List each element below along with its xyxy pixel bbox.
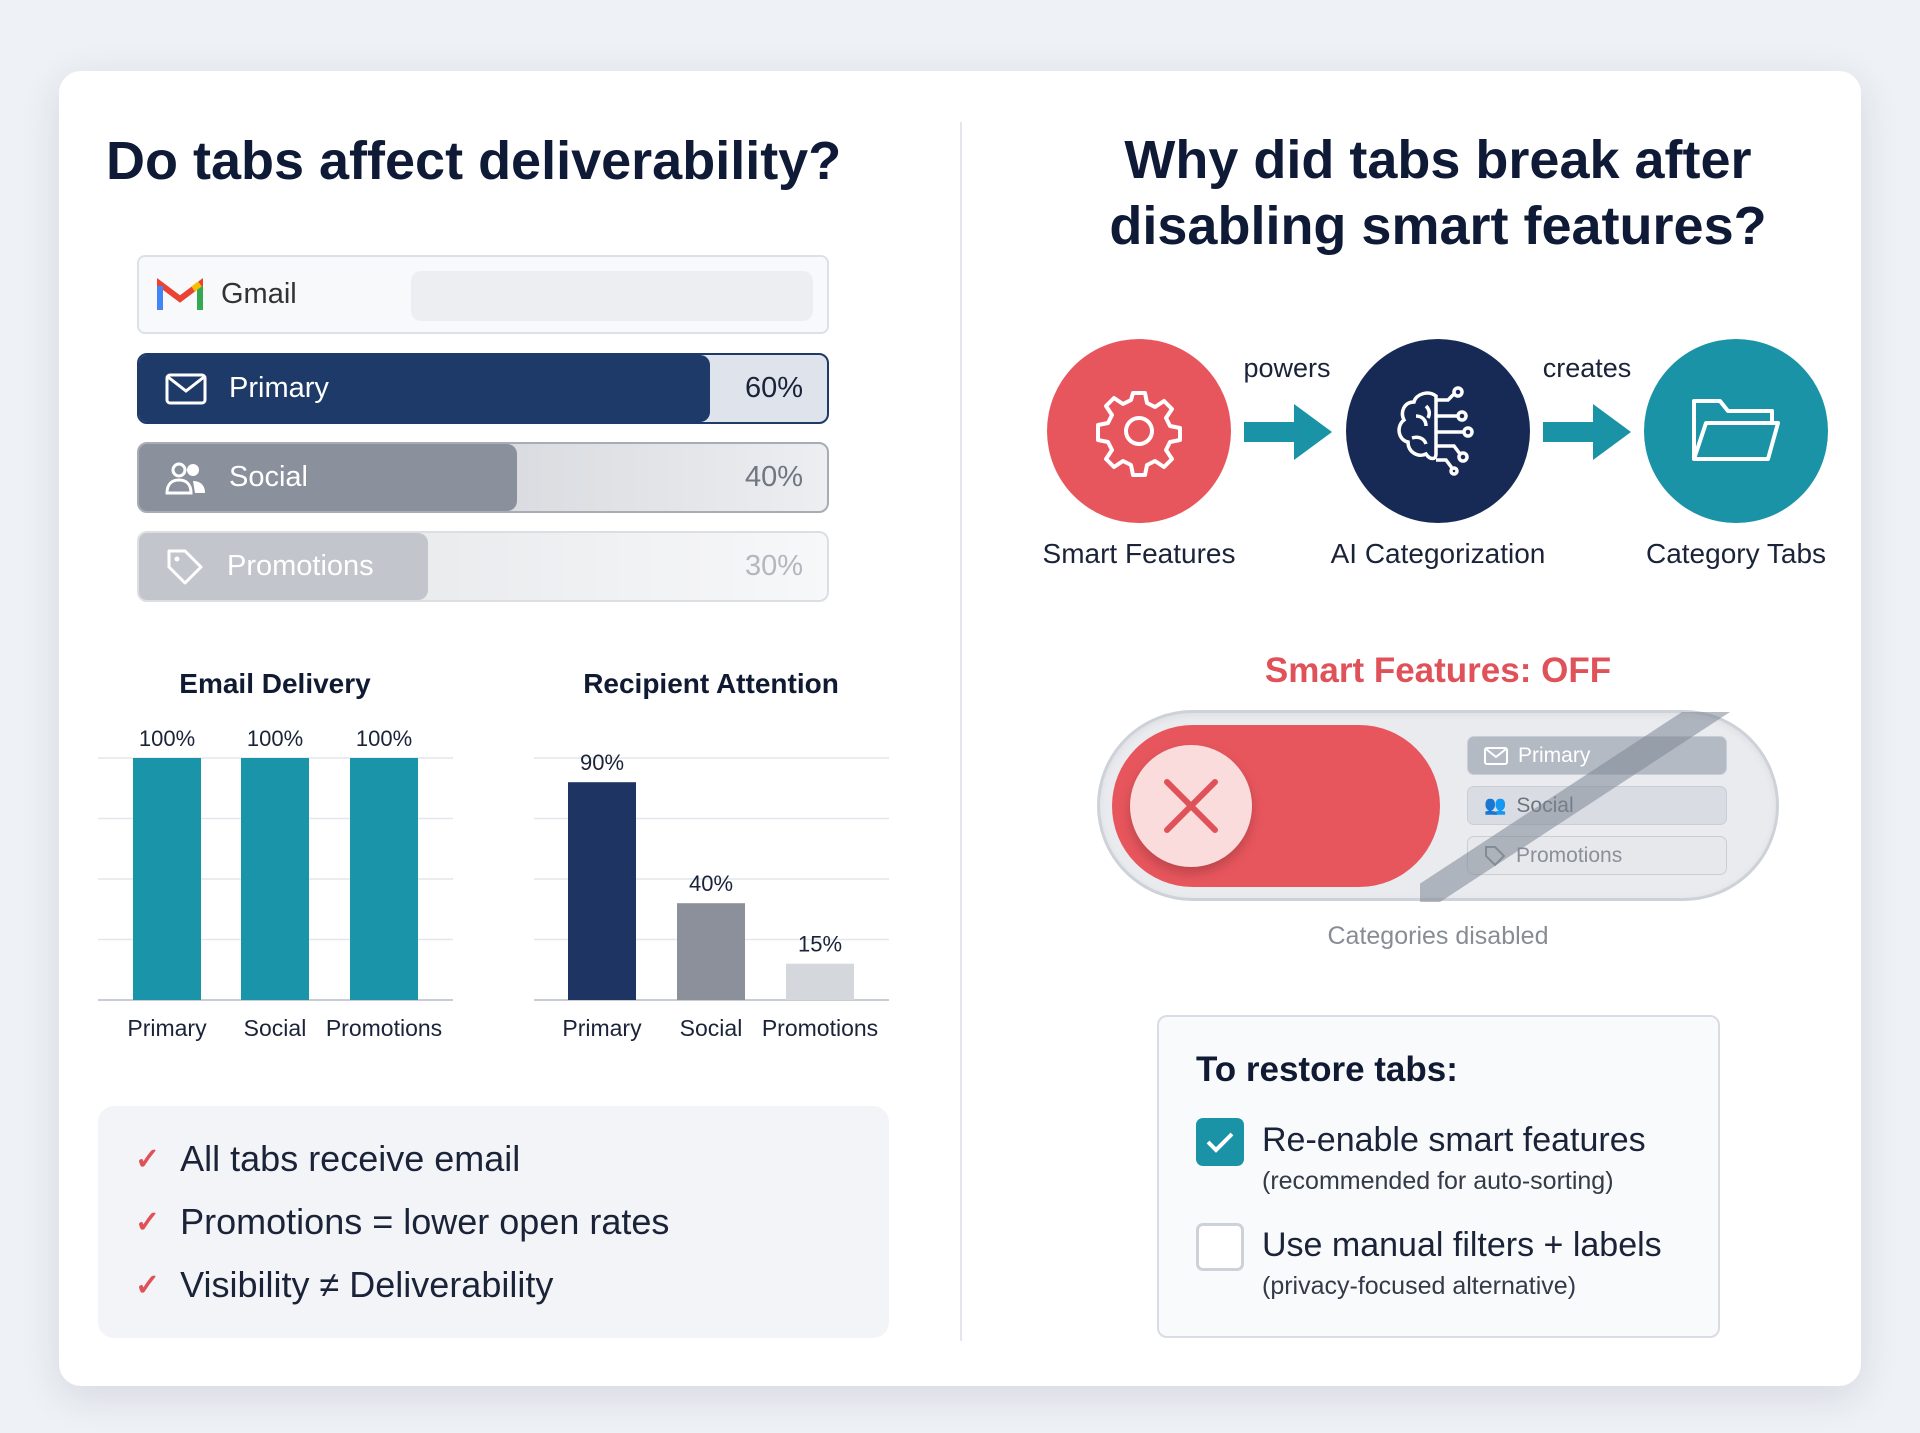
tab-percent: 40% (744, 461, 803, 493)
gear-icon (1096, 391, 1182, 477)
tick-label: Social (680, 1015, 743, 1041)
smart-features-circle (1047, 339, 1231, 523)
people-icon: 👥 (1484, 795, 1507, 815)
social-fill (139, 444, 518, 511)
brain-circuit-icon (1397, 386, 1474, 476)
bar-social (241, 758, 309, 1000)
tick-label: Primary (127, 1015, 207, 1041)
bar-social (677, 903, 745, 1000)
checklist-item: ✓ Visibility ≠ Deliverability (135, 1264, 553, 1306)
tick-label: Promotions (762, 1015, 878, 1041)
smart-features-status: Smart Features: OFF (1264, 651, 1612, 690)
arrow-right-icon (1244, 404, 1332, 460)
data-label: 15% (798, 932, 842, 957)
option-sublabel: (recommended for auto-sorting) (1262, 1167, 1614, 1195)
category-tabs-circle (1644, 339, 1828, 523)
tab-primary[interactable]: Primary 60% (137, 353, 829, 424)
flow-label: Category Tabs (1645, 538, 1827, 569)
mini-tab-label: Primary (1518, 743, 1591, 767)
tab-promotions[interactable]: Promotions 30% (137, 531, 829, 602)
data-label: 90% (580, 750, 624, 775)
envelope-icon (1484, 746, 1508, 765)
option-label[interactable]: Re-enable smart features (1262, 1121, 1646, 1159)
bar-promotions (786, 963, 854, 1000)
tab-social[interactable]: Social 40% (137, 442, 829, 513)
chart-title-recipient-attention: Recipient Attention (583, 668, 839, 699)
gmail-search-placeholder (411, 271, 813, 321)
restore-title: To restore tabs: (1196, 1050, 1458, 1089)
left-title: Do tabs affect deliverability? (106, 131, 842, 191)
tab-label: Promotions (227, 550, 374, 582)
divider (960, 122, 962, 1341)
tick-label: Social (244, 1015, 307, 1041)
flow-label: AI Categorization (1330, 538, 1546, 569)
toggle-knob[interactable] (1130, 745, 1252, 867)
strikethrough-slash (1420, 712, 1730, 902)
arrow-label-powers: powers (1243, 353, 1331, 383)
data-label: 40% (689, 871, 733, 896)
arrow-label-creates: creates (1542, 353, 1632, 383)
ai-categorization-circle (1346, 339, 1530, 523)
checklist-text: All tabs receive email (180, 1138, 521, 1179)
check-icon: ✓ (135, 1205, 161, 1239)
tick-label: Primary (562, 1015, 642, 1041)
right-title: Why did tabs break after disabling smart … (990, 127, 1886, 259)
right-title-line1: Why did tabs break after (1124, 130, 1752, 190)
tick-label: Promotions (326, 1015, 442, 1041)
bar-charts: 100% Primary 100% Social 100% Promotions 90% Pr… (98, 726, 889, 1041)
bar-primary (133, 758, 201, 1000)
checklist-item: ✓ All tabs receive email (135, 1138, 520, 1180)
option-sublabel: (privacy-focused alternative) (1262, 1272, 1577, 1300)
data-label: 100% (356, 726, 412, 751)
chart-title-email-delivery: Email Delivery (179, 668, 371, 699)
tab-label: Primary (229, 372, 329, 404)
bar-promotions (350, 758, 418, 1000)
tag-icon (167, 549, 203, 584)
tab-label: Social (229, 461, 308, 493)
gmail-logo (157, 277, 203, 310)
checkmark-icon (1206, 1132, 1234, 1153)
people-icon (165, 462, 205, 494)
tab-percent: 30% (744, 550, 803, 582)
folder-icon (1692, 399, 1780, 461)
checklist-text: Promotions = lower open rates (180, 1201, 670, 1242)
check-icon: ✓ (135, 1268, 161, 1302)
right-title-line2: disabling smart features? (1109, 196, 1767, 256)
checklist-box (98, 1106, 889, 1338)
arrow-right-icon (1543, 404, 1631, 460)
restore-box (1157, 1015, 1720, 1338)
checkbox-manual-filters[interactable] (1196, 1223, 1244, 1271)
tab-percent: 60% (744, 372, 803, 404)
bar-primary (568, 782, 636, 1000)
primary-fill (139, 355, 711, 422)
checklist-item: ✓ Promotions = lower open rates (135, 1201, 669, 1243)
x-icon (1164, 779, 1218, 833)
gmail-header: Gmail (137, 255, 829, 334)
check-icon: ✓ (135, 1142, 161, 1176)
data-label: 100% (247, 726, 303, 751)
option-label[interactable]: Use manual filters + labels (1262, 1226, 1662, 1264)
flow-label: Smart Features (1042, 538, 1236, 569)
promotions-fill (139, 533, 428, 600)
gmail-label: Gmail (221, 278, 297, 310)
categories-disabled-caption: Categories disabled (1327, 922, 1549, 950)
checklist-text: Visibility ≠ Deliverability (180, 1264, 554, 1305)
envelope-icon (165, 373, 207, 404)
mini-tab-label: Promotions (1516, 843, 1623, 867)
data-label: 100% (139, 726, 195, 751)
checkbox-reenable[interactable] (1196, 1118, 1244, 1166)
